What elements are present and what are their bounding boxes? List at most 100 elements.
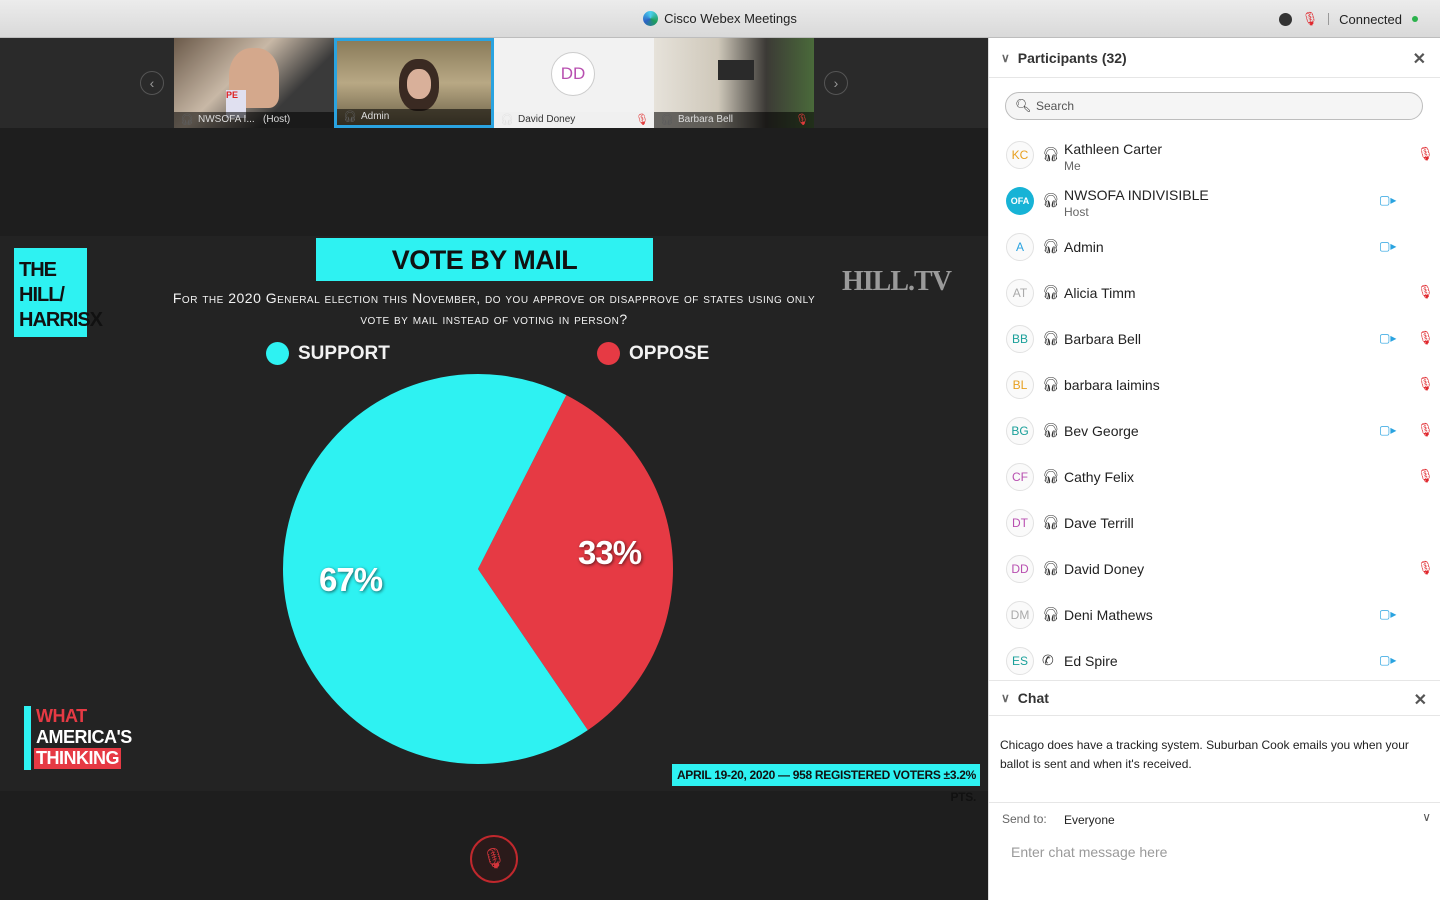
thumb-caption: Barbara Bell (654, 112, 814, 128)
title-bar: Cisco Webex Meetings 🎙︎ Connected (0, 0, 1440, 38)
participant-row[interactable]: ES ✆ Ed Spire ▢▸ (989, 639, 1440, 685)
participant-row[interactable]: BL 🎧︎ barbara laimins 🎙︎ (989, 363, 1440, 409)
sign-prop: PE (226, 90, 246, 118)
participant-name: Ed Spire (1064, 653, 1118, 669)
thumb-caption: David Doney (494, 112, 654, 128)
participant-row[interactable]: KC 🎧︎ Kathleen Carter Me 🎙︎ (989, 133, 1440, 179)
search-icon: 🔍︎ (1015, 98, 1032, 113)
avatar: ES (1006, 647, 1034, 675)
video-camera-icon: ▢▸ (1379, 331, 1397, 345)
thumb-caption: Admin (337, 109, 491, 125)
pie-chart-svg (283, 374, 674, 764)
pie-chart (278, 369, 678, 769)
legend-label-support: SUPPORT (298, 342, 390, 364)
participant-row[interactable]: DM 🎧︎ Deni Mathews ▢▸ (989, 593, 1440, 639)
headset-icon: 🎧︎ (1042, 422, 1060, 438)
legend-support: SUPPORT (266, 342, 390, 365)
participants-title: Participants (32) (1017, 49, 1127, 66)
headset-icon: 🎧︎ (1042, 606, 1060, 622)
participants-header[interactable]: ∨ Participants (32) ✕ (989, 38, 1440, 78)
participant-row[interactable]: BG 🎧︎ Bev George ▢▸ 🎙︎ (989, 409, 1440, 455)
headset-icon: 🎧︎ (1042, 192, 1060, 208)
chat-input[interactable]: Enter chat message here (1011, 844, 1168, 860)
close-icon[interactable]: ✕ (1412, 51, 1426, 68)
filmstrip-prev-button[interactable]: ‹ (140, 71, 164, 95)
pie-label-support: 67% (319, 561, 383, 598)
avatar: A (1006, 233, 1034, 261)
avatar: BL (1006, 371, 1034, 399)
send-to-label: Send to: (1002, 812, 1047, 826)
slide-title: VOTE BY MAIL (316, 238, 653, 281)
avatar: DD (551, 52, 595, 96)
headset-icon: 🎧︎ (1042, 146, 1060, 162)
shared-slide: THE HILL/ HARRISX HILL.TV VOTE BY MAIL F… (0, 236, 988, 804)
send-to-selector[interactable]: Send to: Everyone ∨ (989, 802, 1440, 832)
chat-message: Chicago does have a tracking system. Sub… (1000, 738, 1409, 771)
connected-dot-icon (1412, 16, 1418, 22)
logo-line-3: THINKING (34, 748, 121, 769)
logo-bar (24, 706, 31, 770)
headset-icon: 🎧︎ (1042, 514, 1060, 530)
participant-row[interactable]: OFA 🎧︎ NWSOFA INDIVISIBLE Host ▢▸ (989, 179, 1440, 225)
pie-slice-support (283, 374, 588, 764)
participant-search-input[interactable]: 🔍︎ Search (1005, 92, 1423, 120)
avatar: DT (1006, 509, 1034, 537)
video-camera-icon: ▢▸ (1379, 239, 1397, 253)
headset-icon: 🎧︎ (1042, 468, 1060, 484)
video-camera-icon: ▢▸ (1379, 653, 1397, 667)
video-thumb-barbara-bell[interactable]: 🎧︎ Barbara Bell 🎙︎ (654, 38, 814, 128)
headset-icon: 🎧︎ (1042, 376, 1060, 392)
hilltv-logo: HILL.TV (842, 266, 952, 297)
microwave-prop (718, 60, 754, 80)
participant-row[interactable]: DD 🎧︎ David Doney 🎙︎ (989, 547, 1440, 593)
send-to-value[interactable]: Everyone (1064, 813, 1115, 827)
legend-swatch-oppose (597, 342, 620, 365)
compass-icon[interactable] (1278, 12, 1292, 26)
participant-row[interactable]: A 🎧︎ Admin ▢▸ (989, 225, 1440, 271)
person-face (407, 69, 431, 99)
logo-line-1: WHAT (36, 706, 87, 726)
participant-name: Kathleen Carter (1064, 141, 1163, 157)
participant-name: Alicia Timm (1064, 285, 1136, 301)
filmstrip-next-button[interactable]: › (824, 71, 848, 95)
video-camera-icon: ▢▸ (1379, 423, 1397, 437)
video-filmstrip: ‹ PE 🎧︎ NWSOFA I... (Host) 🎧︎ Admin DD 🎧… (0, 38, 988, 128)
chevron-down-icon[interactable]: ∨ (1422, 810, 1431, 824)
avatar: AT (1006, 279, 1034, 307)
pie-slice-oppose (478, 395, 674, 731)
separator (1328, 13, 1330, 25)
participant-name: NWSOFA INDIVISIBLE (1064, 187, 1209, 203)
video-thumb-host[interactable]: PE 🎧︎ NWSOFA I... (Host) (174, 38, 334, 128)
participant-name: Bev George (1064, 423, 1139, 439)
participant-name: David Doney (1064, 561, 1145, 577)
muted-mic-icon: 🎙︎ (1417, 422, 1434, 437)
unmute-button[interactable]: 🎙︎ (470, 835, 518, 883)
muted-mic-icon: 🎙︎ (1417, 146, 1434, 161)
chevron-down-icon[interactable]: ∨ (1001, 50, 1010, 65)
the-hill-harrisx-logo: THE HILL/ HARRISX (14, 248, 103, 337)
mute-mic-icon[interactable]: 🎙︎ (1301, 11, 1319, 26)
participant-row[interactable]: AT 🎧︎ Alicia Timm 🎙︎ (989, 271, 1440, 317)
video-thumb-admin[interactable]: 🎧︎ Admin (334, 38, 494, 128)
muted-mic-icon: 🎙︎ (1417, 376, 1434, 391)
close-icon[interactable]: ✕ (1413, 692, 1427, 709)
chat-title: Chat (1017, 690, 1049, 706)
chat-header[interactable]: ∨ Chat ✕ (989, 680, 1440, 716)
participant-name: Barbara Bell (1064, 331, 1142, 347)
avatar: OFA (1006, 187, 1034, 215)
muted-mic-icon: 🎙︎ (1417, 468, 1434, 483)
participant-row[interactable]: DT 🎧︎ Dave Terrill (989, 501, 1440, 547)
pie-label-oppose: 33% (578, 534, 642, 571)
chevron-down-icon[interactable]: ∨ (1001, 691, 1010, 705)
avatar: KC (1006, 141, 1034, 169)
video-thumb-david-doney[interactable]: DD 🎧︎ David Doney 🎙︎ (494, 38, 654, 128)
muted-mic-icon: 🎙︎ (1417, 284, 1434, 299)
slide-question: For the 2020 General election this Novem… (172, 290, 816, 327)
webex-logo-icon (643, 11, 659, 26)
participant-row[interactable]: BB 🎧︎ Barbara Bell ▢▸ 🎙︎ (989, 317, 1440, 363)
connection-status: 🎙︎ Connected (1278, 11, 1418, 27)
connected-label: Connected (1339, 11, 1402, 27)
thumb-caption: NWSOFA I... (Host) (174, 112, 334, 128)
participant-row[interactable]: CF 🎧︎ Cathy Felix 🎙︎ (989, 455, 1440, 501)
legend-oppose: OPPOSE (597, 342, 709, 365)
